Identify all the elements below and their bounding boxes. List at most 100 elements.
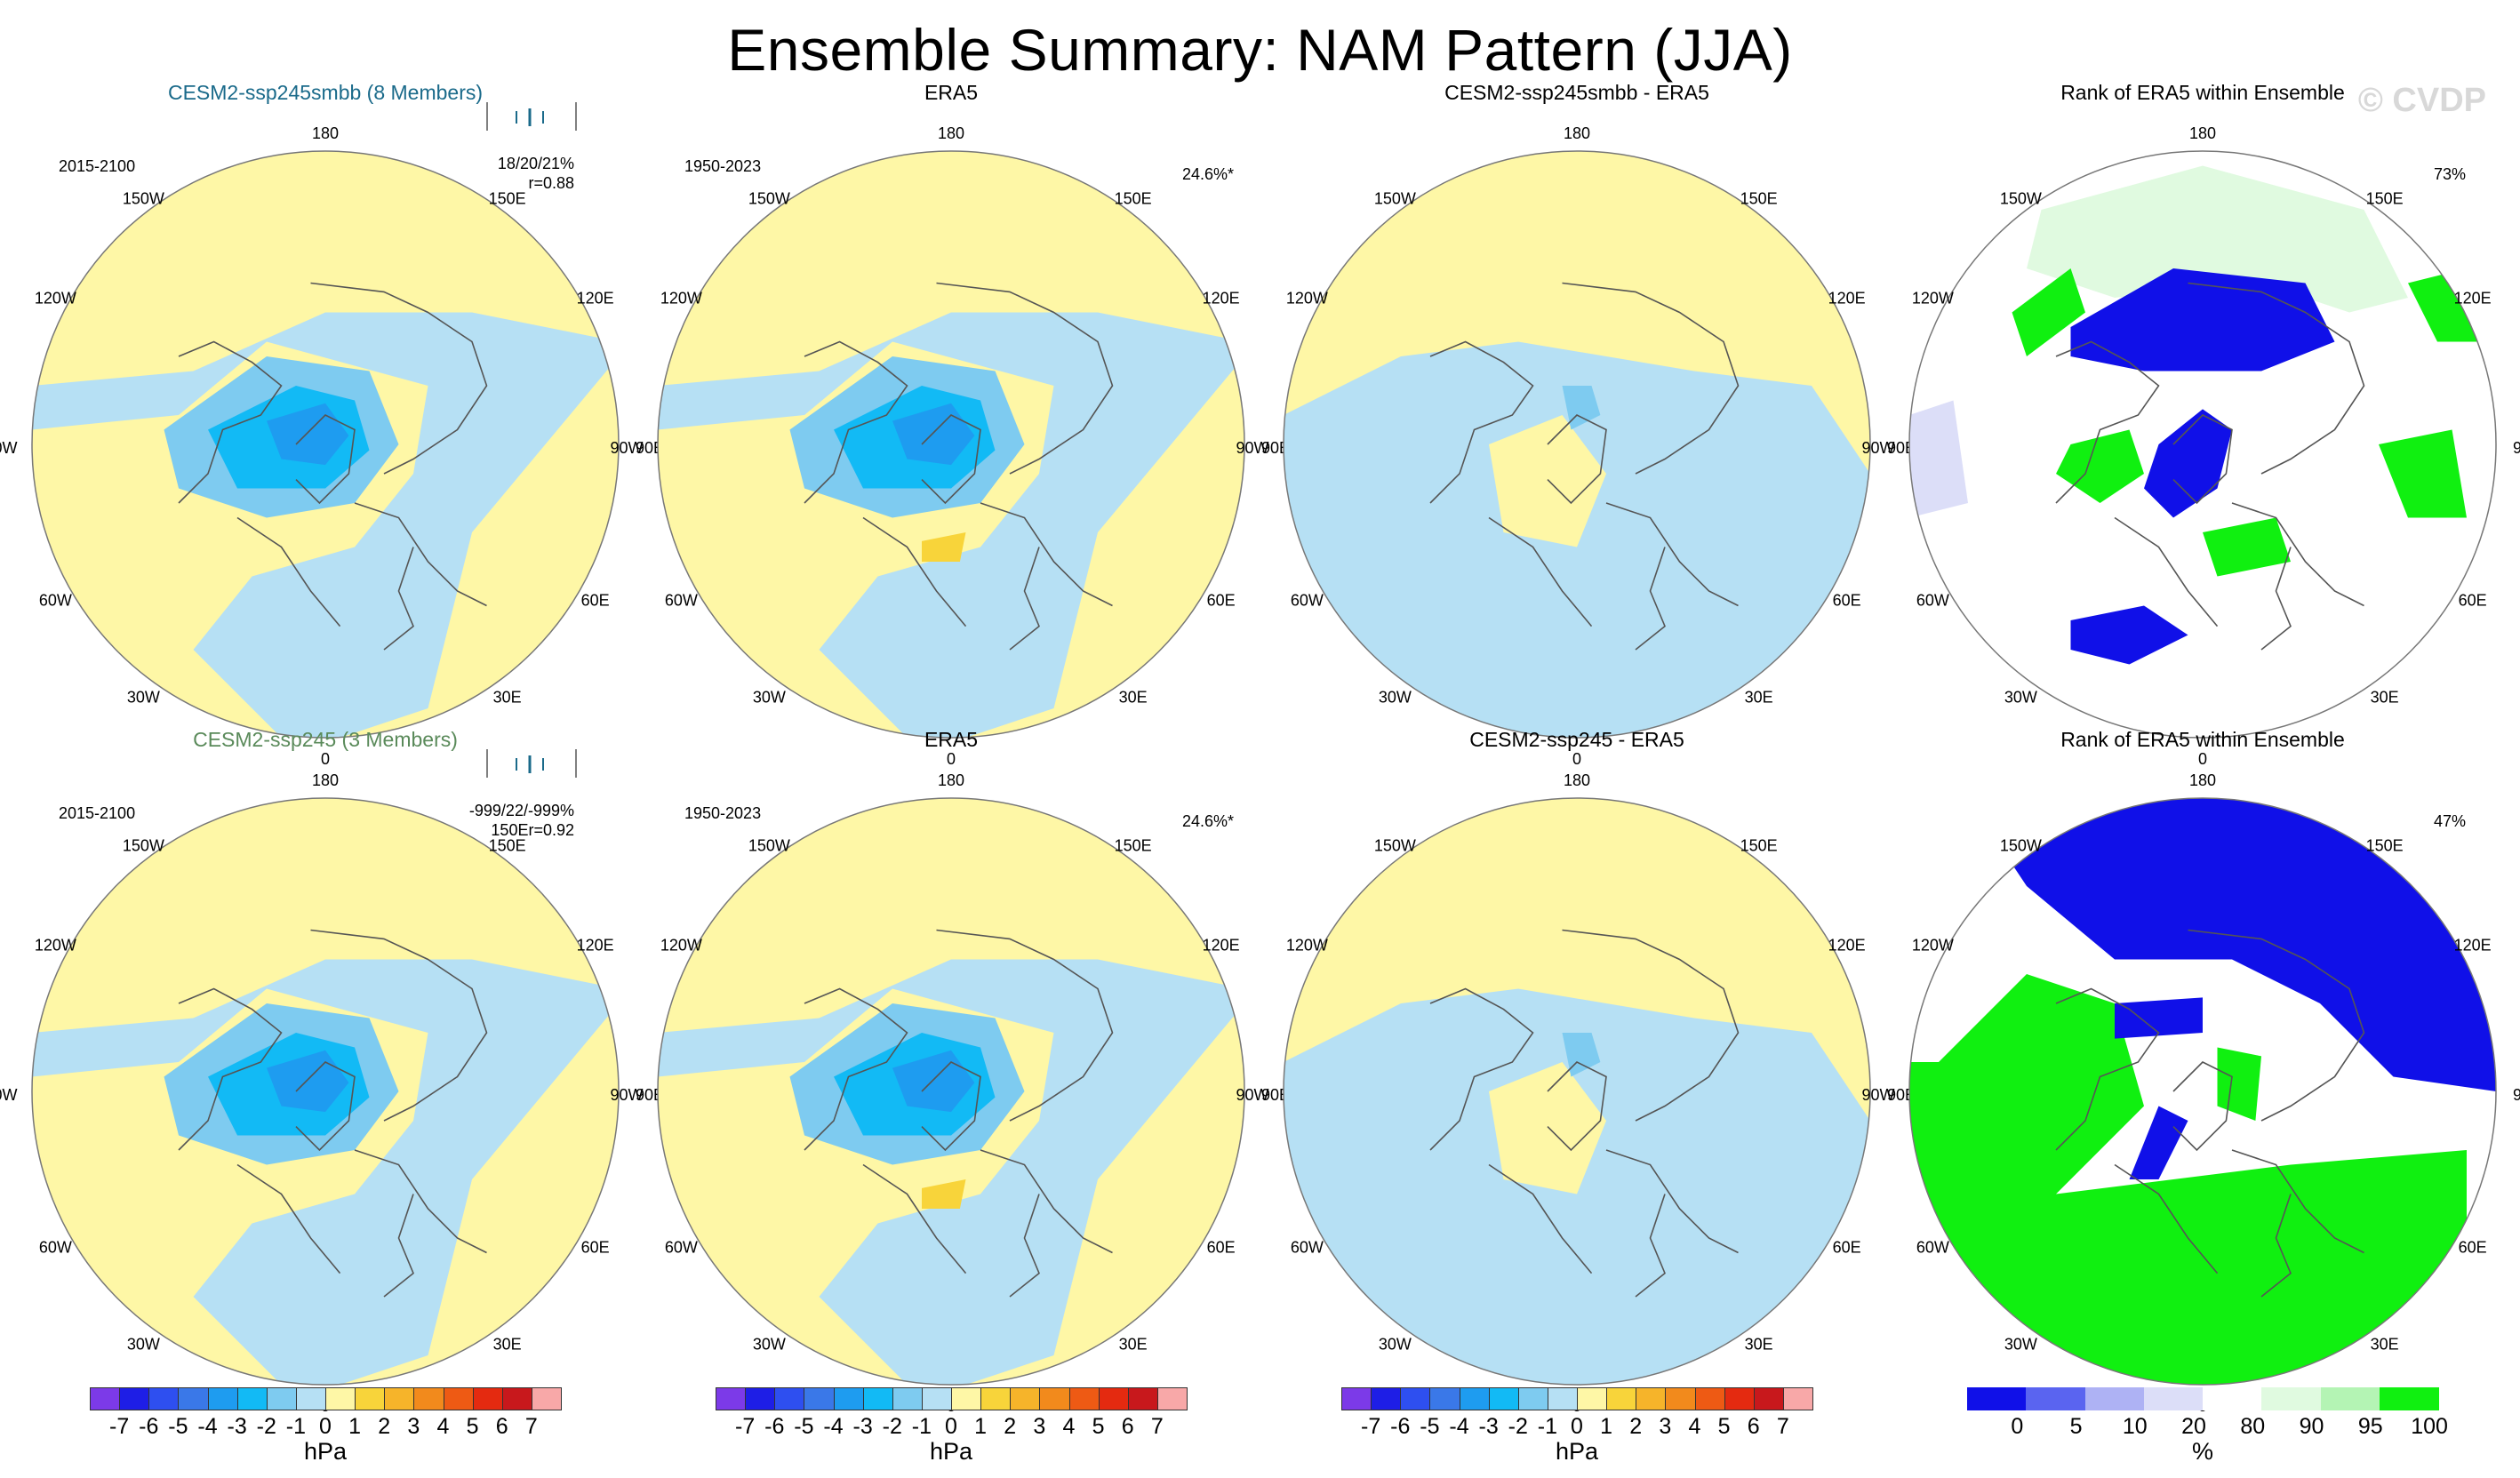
coastline [862, 516, 967, 627]
period-label: 1950-2023 [684, 804, 761, 822]
longitude-label: 120E [577, 290, 614, 308]
colorbar-box [1488, 1387, 1519, 1410]
colorbar-tick: 1 [1600, 1414, 1613, 1439]
coastline [1009, 547, 1040, 651]
positive-region [32, 827, 619, 1033]
longitude-label: 60E [2459, 592, 2487, 610]
longitude-label: 120E [2454, 290, 2492, 308]
colorbar-box [472, 1387, 503, 1410]
longitude-label: 60E [1207, 592, 1236, 610]
longitude-label: 30W [1379, 1335, 1412, 1353]
stats-label: 150Er=0.92 [491, 821, 574, 839]
colorbar-box [178, 1387, 209, 1410]
longitude-label: 0 [947, 750, 956, 768]
coastline [2231, 502, 2364, 607]
colorbar-tick: 4 [1688, 1414, 1701, 1439]
colorbar-box [1039, 1387, 1070, 1410]
coastline [295, 1061, 356, 1152]
colorbar-box [1400, 1387, 1431, 1410]
colorbar-box [833, 1387, 864, 1410]
coastline [2114, 1163, 2219, 1274]
colorbar-box [1156, 1387, 1188, 1410]
longitude-label: 150W [1374, 189, 1416, 207]
colorbar-tick: -5 [168, 1414, 188, 1439]
colorbar-box [1967, 1387, 2028, 1410]
longitude-label: 90E [1887, 1086, 1916, 1104]
map-border [1908, 150, 2497, 739]
coastline [383, 1194, 414, 1298]
positive-region [1489, 415, 1606, 547]
coastline [1562, 929, 1740, 1122]
coastline [178, 340, 283, 504]
colorbar-tick: 4 [436, 1414, 450, 1439]
coastline [2188, 929, 2365, 1122]
colorbar-tick: -3 [852, 1414, 873, 1439]
longitude-label: 60E [1833, 592, 1861, 610]
colorbar-box [325, 1387, 356, 1410]
colorbar-tick: 3 [1033, 1414, 1046, 1439]
longitude-label: 30E [1745, 1335, 1773, 1353]
coastline [1547, 1061, 1607, 1152]
longitude-label: 30W [127, 688, 160, 706]
colorbar-tick: 6 [1747, 1414, 1760, 1439]
longitude-label: 60E [581, 1239, 610, 1257]
map-panel: 180090W90E150W120W150E120E60W30W60E30EER… [610, 728, 1290, 1415]
longitude-label: 90W [1861, 439, 1894, 457]
colorbar-box [774, 1387, 805, 1410]
longitude-label: 180 [938, 124, 964, 142]
colorbar-unit: % [2191, 1438, 2213, 1465]
colorbar-tick: 1 [348, 1414, 362, 1439]
colorbar-tick: 2 [1629, 1414, 1643, 1439]
longitude-label: 0 [321, 750, 330, 768]
longitude-label: 150E [2366, 836, 2404, 854]
map-border [1908, 797, 2497, 1386]
colorbar-tick: 6 [1121, 1414, 1134, 1439]
longitude-label: 120W [1912, 937, 1954, 955]
colorbar-box [207, 1387, 238, 1410]
colorbar-tick: 5 [466, 1414, 479, 1439]
coastline [310, 282, 488, 475]
rank-region [1909, 400, 1968, 518]
coastline [1635, 547, 1666, 651]
coastline [2055, 987, 2160, 1151]
stats-label: 18/20/21% [498, 155, 574, 172]
low-contour [267, 403, 349, 466]
rank-region [2012, 268, 2085, 356]
percent-label: 24.6%* [1182, 165, 1234, 183]
longitude-label: 90E [636, 439, 664, 457]
colorbar-tick: -1 [1537, 1414, 1557, 1439]
coastline [310, 929, 488, 1122]
coastline [921, 1061, 981, 1152]
coastline [178, 987, 283, 1151]
colorbar-tick: 4 [1062, 1414, 1076, 1439]
longitude-label: 120E [577, 937, 614, 955]
longitude-label: 60W [39, 1239, 72, 1257]
longitude-label: 150E [489, 836, 526, 854]
high-contour [922, 1179, 966, 1209]
longitude-label: 60W [1291, 1239, 1324, 1257]
rank-region [2129, 1106, 2188, 1179]
rank-region [2027, 165, 2408, 313]
coastline [236, 516, 341, 627]
colorbar-tick: -4 [1449, 1414, 1469, 1439]
panel-title: CESM2-ssp245 - ERA5 [1469, 728, 1684, 751]
map-border [1283, 150, 1871, 739]
longitude-label: 90E [1261, 1086, 1290, 1104]
coastline [936, 929, 1114, 1122]
longitude-label: 30E [2371, 688, 2399, 706]
map-field [1284, 151, 1870, 738]
coastline [1562, 282, 1740, 475]
map-field [658, 151, 1244, 738]
positive-region [1489, 1062, 1606, 1194]
colorbar-box [2143, 1387, 2204, 1410]
map-border [657, 797, 1245, 1386]
colorbar-unit: hPa [929, 1438, 973, 1465]
longitude-label: 120E [2454, 937, 2492, 955]
longitude-label: 30E [2371, 1335, 2399, 1353]
coastline [2114, 516, 2219, 627]
longitude-label: 150W [748, 189, 790, 207]
coastline [2188, 282, 2365, 475]
longitude-label: 90W [610, 439, 643, 457]
panel-title: CESM2-ssp245smbb (8 Members) [168, 81, 483, 104]
